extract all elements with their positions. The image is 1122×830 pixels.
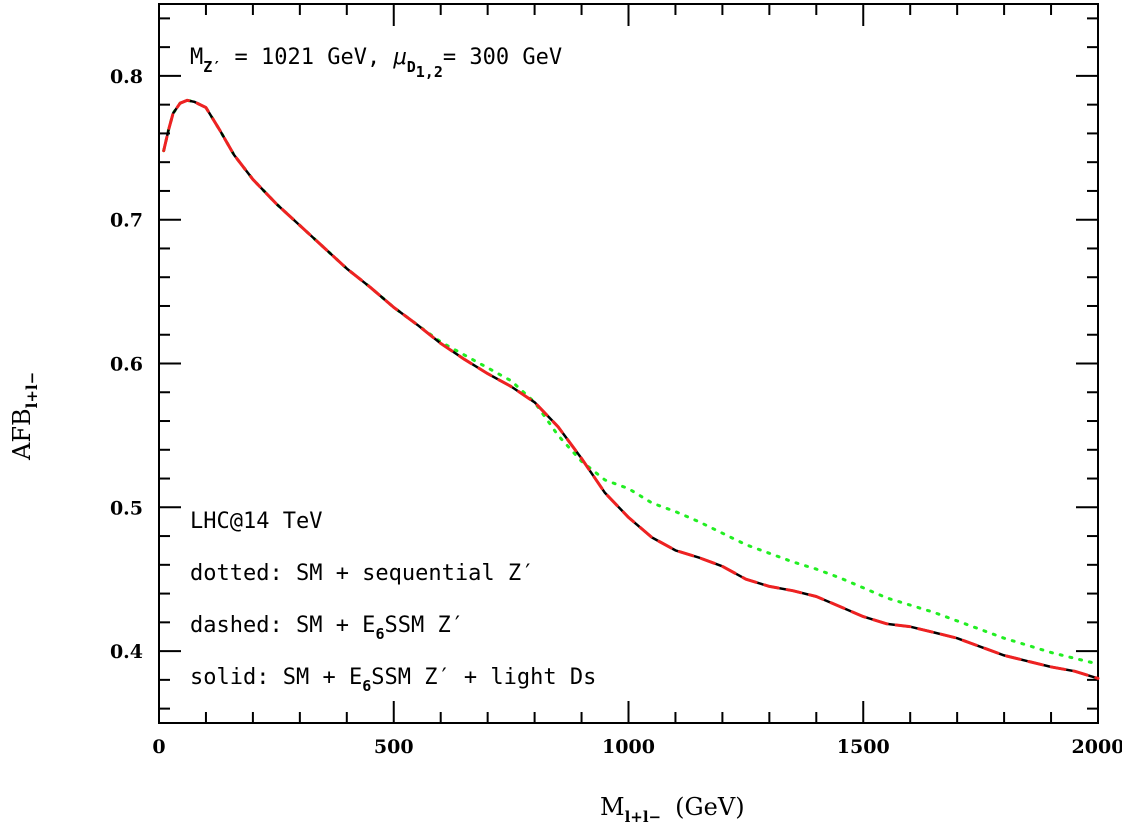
y-tick-label: 0.8 (110, 66, 143, 88)
x-tick-label: 1500 (837, 736, 890, 758)
y-tick-label: 0.6 (110, 354, 143, 376)
y-axis-subscript: l+l− (23, 372, 41, 409)
series-layer (162, 98, 1100, 680)
y-tick-label: 0.4 (110, 641, 143, 663)
y-axis-symbol: AFB (8, 408, 36, 461)
mass-value: = 1021 GeV, (221, 45, 393, 70)
ticks (158, 4, 1099, 723)
tick-labels: 0 500 1000 1500 2000 0.4 0.5 0.6 0.7 0.8 (110, 66, 1122, 758)
y-tick-label: 0.7 (110, 210, 143, 232)
x-tick-label: 500 (374, 736, 414, 758)
collider-label: LHC@14 TeV (190, 509, 322, 534)
series-solid-line (162, 99, 1100, 680)
params-annotation: MZ′ = 1021 GeV, μD1,2= 300 GeV (190, 45, 562, 81)
legend-solid-sub: 6 (362, 677, 371, 695)
mu-value: = 300 GeV (443, 45, 562, 70)
mu-symbol: μ (393, 45, 407, 70)
x-tick-label: 2000 (1072, 736, 1122, 758)
mass-subscript: Z′ (203, 58, 221, 76)
mu-subsubscript: 1,2 (416, 63, 443, 81)
x-axis-title: Ml+l− (GeV) (600, 793, 745, 826)
legend-solid-post: SSM Z′ + light Ds (371, 665, 596, 690)
y-axis-title: AFBl+l− (8, 372, 41, 461)
y-tick-label: 0.5 (110, 497, 143, 519)
series-dashed-line (162, 98, 1100, 680)
legend-solid-pre: solid: SM + E (190, 665, 362, 690)
x-tick-label: 1000 (602, 736, 655, 758)
x-axis-symbol: M (600, 793, 625, 821)
legend-dashed-sub: 6 (375, 625, 384, 643)
x-tick-label: 0 (152, 736, 165, 758)
legend-dashed-pre: dashed: SM + E (190, 613, 375, 638)
legend-dashed: dashed: SM + E6SSM Z′ (190, 613, 464, 643)
legend-solid: solid: SM + E6SSM Z′ + light Ds (190, 665, 596, 695)
x-axis-subscript: l+l− (625, 808, 662, 826)
mu-subscript: D (407, 58, 416, 76)
legend-dotted: dotted: SM + sequential Z′ (190, 561, 534, 586)
legend-dashed-post: SSM Z′ (384, 613, 463, 638)
mass-symbol: M (190, 45, 203, 70)
x-axis-unit: (GeV) (675, 793, 744, 821)
